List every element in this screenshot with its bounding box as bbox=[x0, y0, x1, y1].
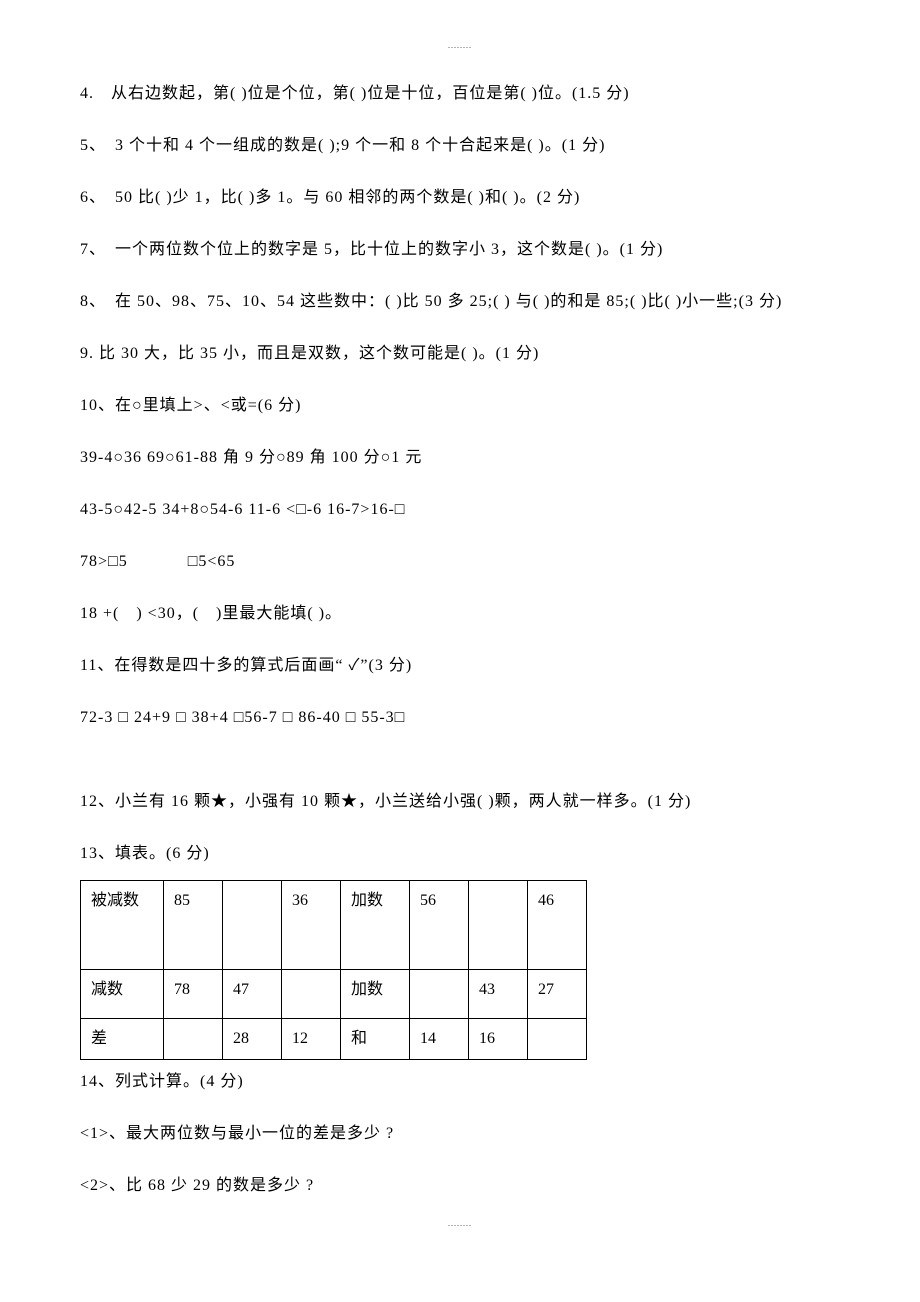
table-row: 减数 78 47 加数 43 27 bbox=[81, 970, 587, 1019]
fill-table: 被减数 85 36 加数 56 46 减数 78 47 加数 43 27 差 2… bbox=[80, 880, 587, 1060]
bottom-decoration: ........ bbox=[80, 1218, 840, 1230]
cell-value bbox=[164, 1019, 223, 1060]
cell-value: 16 bbox=[469, 1019, 528, 1060]
cell-value: 46 bbox=[528, 881, 587, 970]
question-4: 4. 从右边数起，第( )位是个位，第( )位是十位，百位是第( )位。(1.5… bbox=[80, 82, 840, 106]
cell-label: 减数 bbox=[81, 970, 164, 1019]
question-11-line-1: 72-3 □ 24+9 □ 38+4 □56-7 □ 86-40 □ 55-3□ bbox=[80, 706, 840, 730]
table-row: 差 28 12 和 14 16 bbox=[81, 1019, 587, 1060]
cell-label: 加数 bbox=[341, 970, 410, 1019]
cell-label: 被减数 bbox=[81, 881, 164, 970]
question-8: 8、 在 50、98、75、10、54 这些数中：( )比 50 多 25;( … bbox=[80, 290, 840, 314]
cell-value bbox=[410, 970, 469, 1019]
question-13: 13、填表。(6 分) bbox=[80, 842, 840, 866]
question-10-line-4: 18 +( ) <30，( )里最大能填( )。 bbox=[80, 602, 840, 626]
q10-l3-part-b: □5<65 bbox=[188, 553, 236, 570]
cell-label: 加数 bbox=[341, 881, 410, 970]
question-14: 14、列式计算。(4 分) bbox=[80, 1070, 840, 1094]
cell-value bbox=[469, 881, 528, 970]
cell-value: 27 bbox=[528, 970, 587, 1019]
table-row: 被减数 85 36 加数 56 46 bbox=[81, 881, 587, 970]
document-page: ........ 4. 从右边数起，第( )位是个位，第( )位是十位，百位是第… bbox=[0, 0, 920, 1270]
question-10: 10、在○里填上>、<或=(6 分) bbox=[80, 394, 840, 418]
question-14-sub-1: <1>、最大两位数与最小一位的差是多少 ? bbox=[80, 1122, 840, 1146]
cell-value: 78 bbox=[164, 970, 223, 1019]
question-9: 9. 比 30 大，比 35 小，而且是双数，这个数可能是( )。(1 分) bbox=[80, 342, 840, 366]
question-5: 5、 3 个十和 4 个一组成的数是( );9 个一和 8 个十合起来是( )。… bbox=[80, 134, 840, 158]
question-10-line-2: 43-5○42-5 34+8○54-6 11-6 <□-6 16-7>16-□ bbox=[80, 498, 840, 522]
cell-value: 28 bbox=[223, 1019, 282, 1060]
question-10-line-1: 39-4○36 69○61-88 角 9 分○89 角 100 分○1 元 bbox=[80, 446, 840, 470]
cell-value: 43 bbox=[469, 970, 528, 1019]
cell-value: 14 bbox=[410, 1019, 469, 1060]
cell-label: 和 bbox=[341, 1019, 410, 1060]
cell-value: 12 bbox=[282, 1019, 341, 1060]
top-decoration: ........ bbox=[80, 40, 840, 52]
question-14-sub-2: <2>、比 68 少 29 的数是多少 ? bbox=[80, 1174, 840, 1198]
cell-value: 85 bbox=[164, 881, 223, 970]
cell-value bbox=[223, 881, 282, 970]
question-6: 6、 50 比( )少 1，比( )多 1。与 60 相邻的两个数是( )和( … bbox=[80, 186, 840, 210]
question-11: 11、在得数是四十多的算式后面画“ ✓”(3 分) bbox=[80, 654, 840, 678]
question-7: 7、 一个两位数个位上的数字是 5，比十位上的数字小 3，这个数是( )。(1 … bbox=[80, 238, 840, 262]
cell-value: 56 bbox=[410, 881, 469, 970]
q10-l3-part-a: 78>□5 bbox=[80, 553, 128, 570]
cell-label: 差 bbox=[81, 1019, 164, 1060]
question-10-line-3: 78>□5 □5<65 bbox=[80, 550, 840, 574]
cell-value bbox=[528, 1019, 587, 1060]
cell-value: 36 bbox=[282, 881, 341, 970]
cell-value: 47 bbox=[223, 970, 282, 1019]
cell-value bbox=[282, 970, 341, 1019]
question-12: 12、小兰有 16 颗★，小强有 10 颗★，小兰送给小强( )颗，两人就一样多… bbox=[80, 790, 840, 814]
